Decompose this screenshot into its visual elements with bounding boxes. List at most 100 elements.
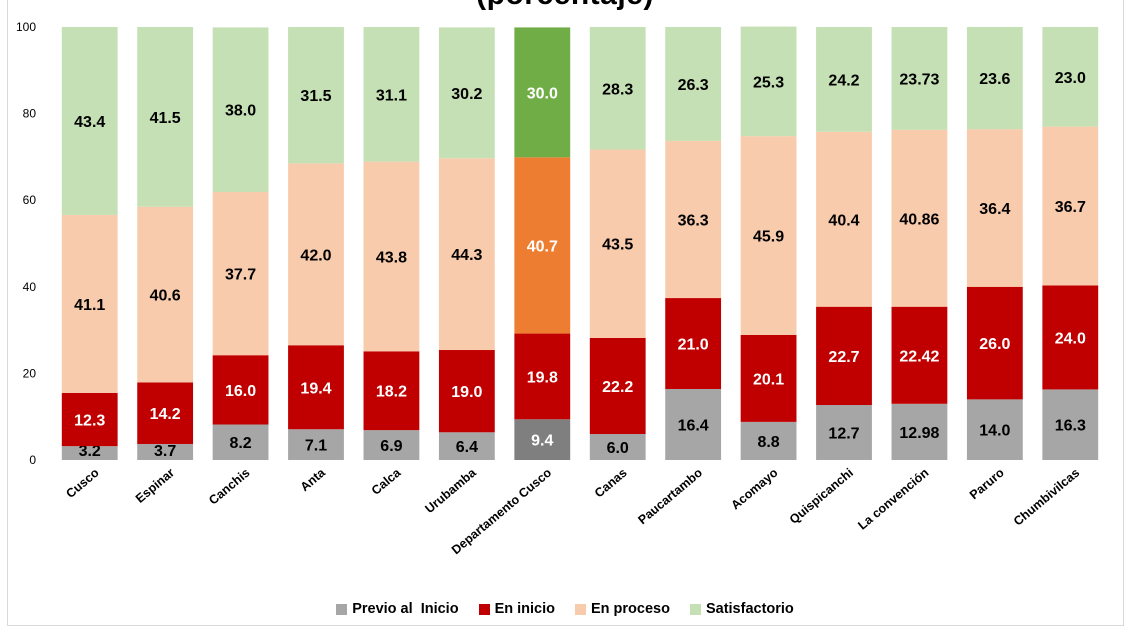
y-tick-label: 0: [29, 453, 36, 467]
bar-segment: [212, 424, 269, 460]
bar-segment: [589, 149, 646, 338]
data-label: 40.7: [527, 238, 558, 255]
category-label: Urubamba: [422, 465, 479, 516]
bar-segment: [363, 430, 420, 460]
category-label: Anta: [298, 465, 329, 494]
data-label: 44.3: [451, 247, 482, 264]
bar-segment: [288, 345, 344, 430]
bar-segment: [589, 434, 646, 460]
bar-segment: [438, 432, 495, 460]
data-label: 38.0: [225, 103, 256, 120]
data-label: 7.1: [305, 438, 327, 455]
legend-swatch: [478, 603, 490, 615]
data-label: 43.8: [376, 249, 407, 266]
bar-segment: [137, 382, 194, 444]
data-label: 23.0: [1055, 70, 1086, 87]
bar-segment: [665, 298, 722, 389]
category-label: Espinar: [133, 465, 177, 505]
bar-segment: [816, 131, 872, 307]
bar-segment: [288, 27, 344, 164]
data-label: 19.8: [527, 369, 558, 386]
legend-item: En inicio: [478, 601, 555, 617]
bar-segment: [514, 419, 571, 460]
bar-segment: [816, 405, 872, 460]
bar-segment: [363, 27, 420, 162]
data-label: 8.8: [757, 434, 779, 451]
category-label: Calca: [369, 465, 404, 498]
data-label: 43.4: [74, 114, 105, 131]
bar-segment: [212, 191, 269, 356]
data-label: 19.0: [451, 384, 482, 401]
data-label: 30.0: [527, 85, 558, 102]
chart-title: (porcentaje): [0, 0, 1130, 12]
data-label: 28.3: [602, 81, 633, 98]
category-label: Paruro: [967, 465, 1007, 502]
bar-segment: [212, 355, 269, 425]
legend-label: En inicio: [494, 601, 555, 617]
data-label: 6.4: [456, 439, 478, 456]
bar-segment: [966, 129, 1023, 287]
data-label: 3.7: [154, 443, 176, 460]
data-label: 19.4: [300, 380, 331, 397]
data-label: 41.5: [150, 110, 181, 127]
bar-segment: [438, 350, 495, 433]
chart-frame: [7, 0, 1124, 626]
data-label: 36.4: [979, 201, 1010, 218]
data-label: 21.0: [678, 337, 709, 354]
legend-label: En proceso: [590, 601, 670, 617]
bar-segment: [61, 27, 118, 215]
data-label: 26.3: [678, 77, 709, 94]
category-label: La convención: [855, 466, 931, 533]
bar-segment: [740, 136, 797, 335]
legend-item: Satisfactorio: [689, 601, 794, 617]
category-label: Acomayo: [728, 465, 780, 512]
y-tick-label: 60: [23, 193, 37, 207]
bar-segment: [816, 306, 872, 406]
data-label: 24.2: [828, 72, 859, 89]
data-label: 40.86: [899, 211, 939, 228]
data-label: 16.3: [1055, 418, 1086, 435]
bar-segment: [891, 306, 948, 404]
category-label: Quispicanchi: [787, 466, 856, 527]
data-label: 31.5: [300, 88, 331, 105]
bar-segment: [137, 27, 194, 207]
bar-segment: [514, 157, 571, 334]
data-label: 16.4: [678, 417, 709, 434]
data-label: 14.0: [979, 423, 1010, 440]
data-label: 18.2: [376, 384, 407, 401]
bar-segment: [363, 161, 420, 352]
bar-segment: [589, 337, 646, 435]
category-label: Chumbivilcas: [1011, 466, 1082, 529]
data-label: 22.2: [602, 379, 633, 396]
data-label: 3.2: [79, 443, 101, 460]
data-label: 12.7: [828, 426, 859, 443]
chart-legend: Previo al Inicio En inicio En proceso Satis…: [0, 601, 1130, 617]
data-label: 6.9: [380, 438, 402, 455]
bar-segment: [665, 27, 722, 141]
data-label: 42.0: [300, 247, 331, 264]
data-label: 41.1: [74, 297, 105, 314]
bar-segment: [137, 443, 194, 460]
data-label: 26.0: [979, 336, 1010, 353]
data-label: 31.1: [376, 87, 407, 104]
bar-segment: [740, 334, 797, 422]
bar-segment: [1042, 27, 1099, 127]
data-label: 12.3: [74, 413, 105, 430]
y-tick-label: 100: [16, 20, 36, 34]
data-label: 14.2: [150, 406, 181, 423]
bar-segment: [740, 421, 797, 460]
bar-segment: [438, 27, 495, 159]
bar-segment: [665, 388, 722, 460]
data-label: 25.3: [753, 74, 784, 91]
data-label: 23.73: [899, 71, 939, 88]
bar-segment: [816, 27, 872, 132]
bar-segment: [514, 27, 571, 158]
data-label: 30.2: [451, 86, 482, 103]
bar-segment: [891, 27, 948, 130]
data-label: 24.0: [1055, 330, 1086, 347]
bar-segment: [1042, 285, 1099, 390]
data-label: 36.3: [678, 212, 709, 229]
category-label: Cusco: [63, 465, 102, 501]
y-tick-label: 80: [23, 107, 37, 121]
bar-segment: [137, 206, 194, 383]
